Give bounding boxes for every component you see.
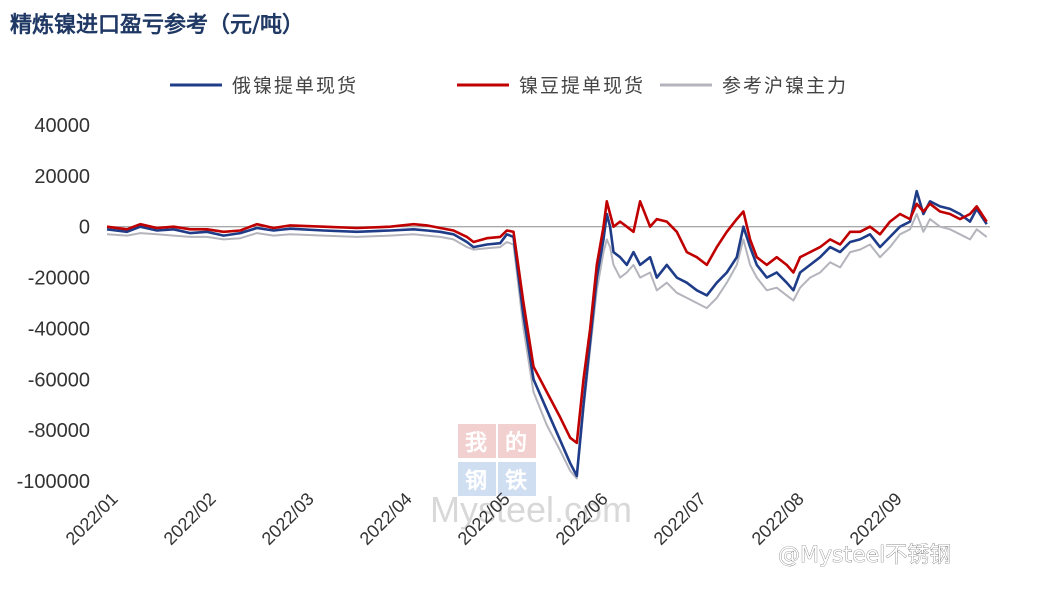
x-tick-label: 2022/02 [160,489,220,549]
legend-label: 俄镍提单现货 [232,75,358,97]
y-tick-label: -100000 [17,471,90,493]
watermark-char-3: 钢 [465,468,487,494]
x-tick-label: 2022/08 [748,489,808,549]
x-tick-label: 2022/03 [258,489,318,549]
x-tick-label: 2022/01 [62,489,122,549]
watermark-char-4: 铁 [505,468,527,494]
chart-title: 精炼镍进口盈亏参考（元/吨） [10,12,304,38]
series-line [106,189,988,478]
watermark-char-1: 我 [465,431,487,456]
y-tick-label: -60000 [28,369,90,391]
series-line [106,213,988,480]
watermark-brand: Mysteel.com [430,489,632,530]
series-lines [106,189,988,480]
x-tick-label: 2022/04 [356,489,416,549]
y-tick-label: 0 [79,217,90,239]
legend-label: 镍豆提单现货 [519,75,645,97]
y-tick-label: -40000 [28,318,90,340]
watermark-char-2: 的 [505,430,527,456]
y-axis-ticks: 40000 20000 0 -20000 -40000 -60000 -80000 -1000… [17,115,90,493]
x-tick-label: 2022/09 [846,489,906,549]
series-line [106,200,988,445]
y-tick-label: 40000 [34,115,90,137]
legend: 俄镍提单现货 镍豆提单现货 参考沪镍主力 [170,75,848,97]
y-tick-label: -20000 [28,268,90,290]
credit-text: @Mysteel不锈钢 [778,543,951,568]
y-tick-label: 20000 [34,166,90,188]
legend-label: 参考沪镍主力 [722,75,848,97]
watermark: 我 的 钢 铁 Mysteel.com [430,424,632,530]
y-tick-label: -80000 [28,420,90,442]
x-tick-label: 2022/07 [650,489,710,549]
